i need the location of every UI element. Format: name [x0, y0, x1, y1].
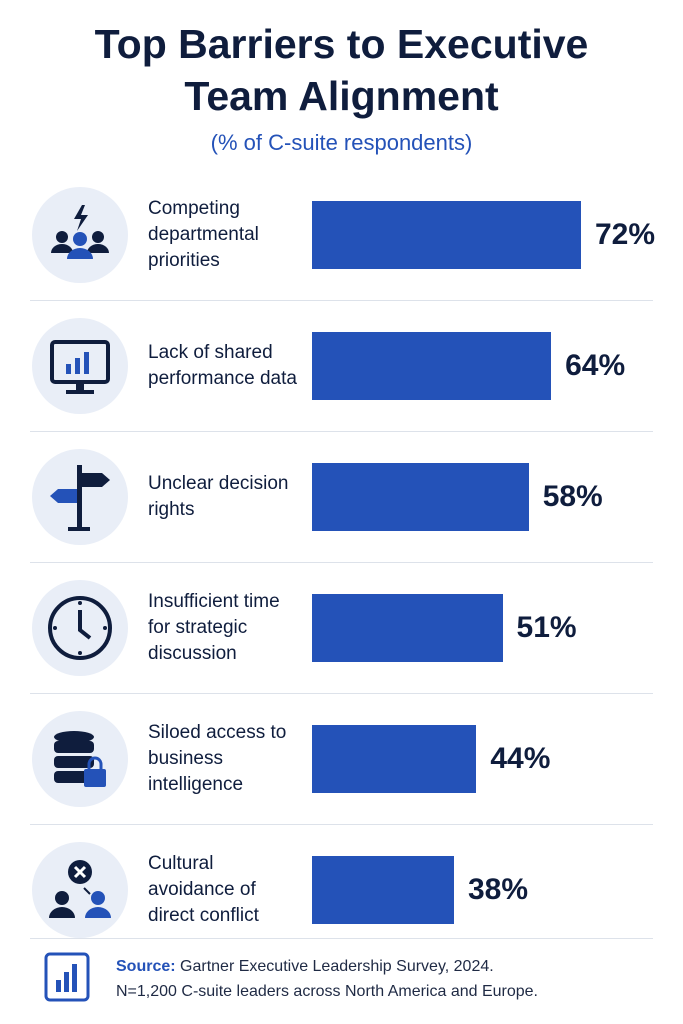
source-label: Source:: [116, 958, 176, 975]
value-label: 64%: [565, 348, 626, 382]
bar: [312, 724, 477, 793]
source-icon: [44, 952, 90, 1002]
row-icon: [32, 710, 128, 807]
row: Siloed access to business intelligence 44…: [0, 693, 683, 824]
bar: [312, 331, 552, 400]
value-label: 58%: [542, 479, 603, 513]
category-label: Unclear decision rights: [148, 472, 289, 520]
value-label: 38%: [467, 872, 529, 906]
row: Unclear decision rights 58%: [0, 431, 683, 562]
divider: [30, 693, 653, 694]
row: Cultural avoidance of direct conflict 38%: [0, 824, 683, 955]
category-label: Competing departmental priorities: [148, 197, 259, 271]
row: Insufficient time for strategic discussi…: [0, 562, 683, 693]
row-icon: [32, 186, 128, 283]
value-label: 51%: [516, 610, 577, 644]
chart-subtitle: (% of C-suite respondents): [210, 130, 473, 155]
divider: [30, 562, 653, 563]
row: Lack of shared performance data 64%: [0, 300, 683, 431]
bar: [312, 462, 529, 531]
category-label: Lack of shared performance data: [148, 341, 297, 389]
bar: [312, 855, 454, 924]
row-icon: [32, 317, 128, 414]
value-label: 72%: [595, 217, 656, 251]
row-icon: [32, 448, 128, 545]
row-icon: [32, 579, 128, 676]
source-text: Gartner Executive Leadership Survey, 202…: [180, 958, 494, 975]
category-label: Siloed access to business intelligence: [148, 721, 287, 795]
divider: [30, 824, 653, 825]
source: Source: Gartner Executive Leadership Sur…: [116, 954, 538, 1004]
category-label: Cultural avoidance of direct conflict: [148, 852, 259, 926]
row-icon: [32, 841, 128, 938]
divider: [30, 300, 653, 301]
category-label: Insufficient time for strategic discussi…: [148, 590, 280, 664]
source-note: N=1,200 C-suite leaders across North Ame…: [116, 983, 538, 1000]
bar: [312, 593, 503, 662]
divider: [30, 938, 653, 939]
chart-title: Top Barriers to Executive Team Alignment: [94, 21, 589, 119]
row: Competing departmental priorities 72%: [0, 169, 683, 300]
bar: [312, 200, 581, 269]
divider: [30, 431, 653, 432]
value-label: 44%: [490, 741, 551, 775]
